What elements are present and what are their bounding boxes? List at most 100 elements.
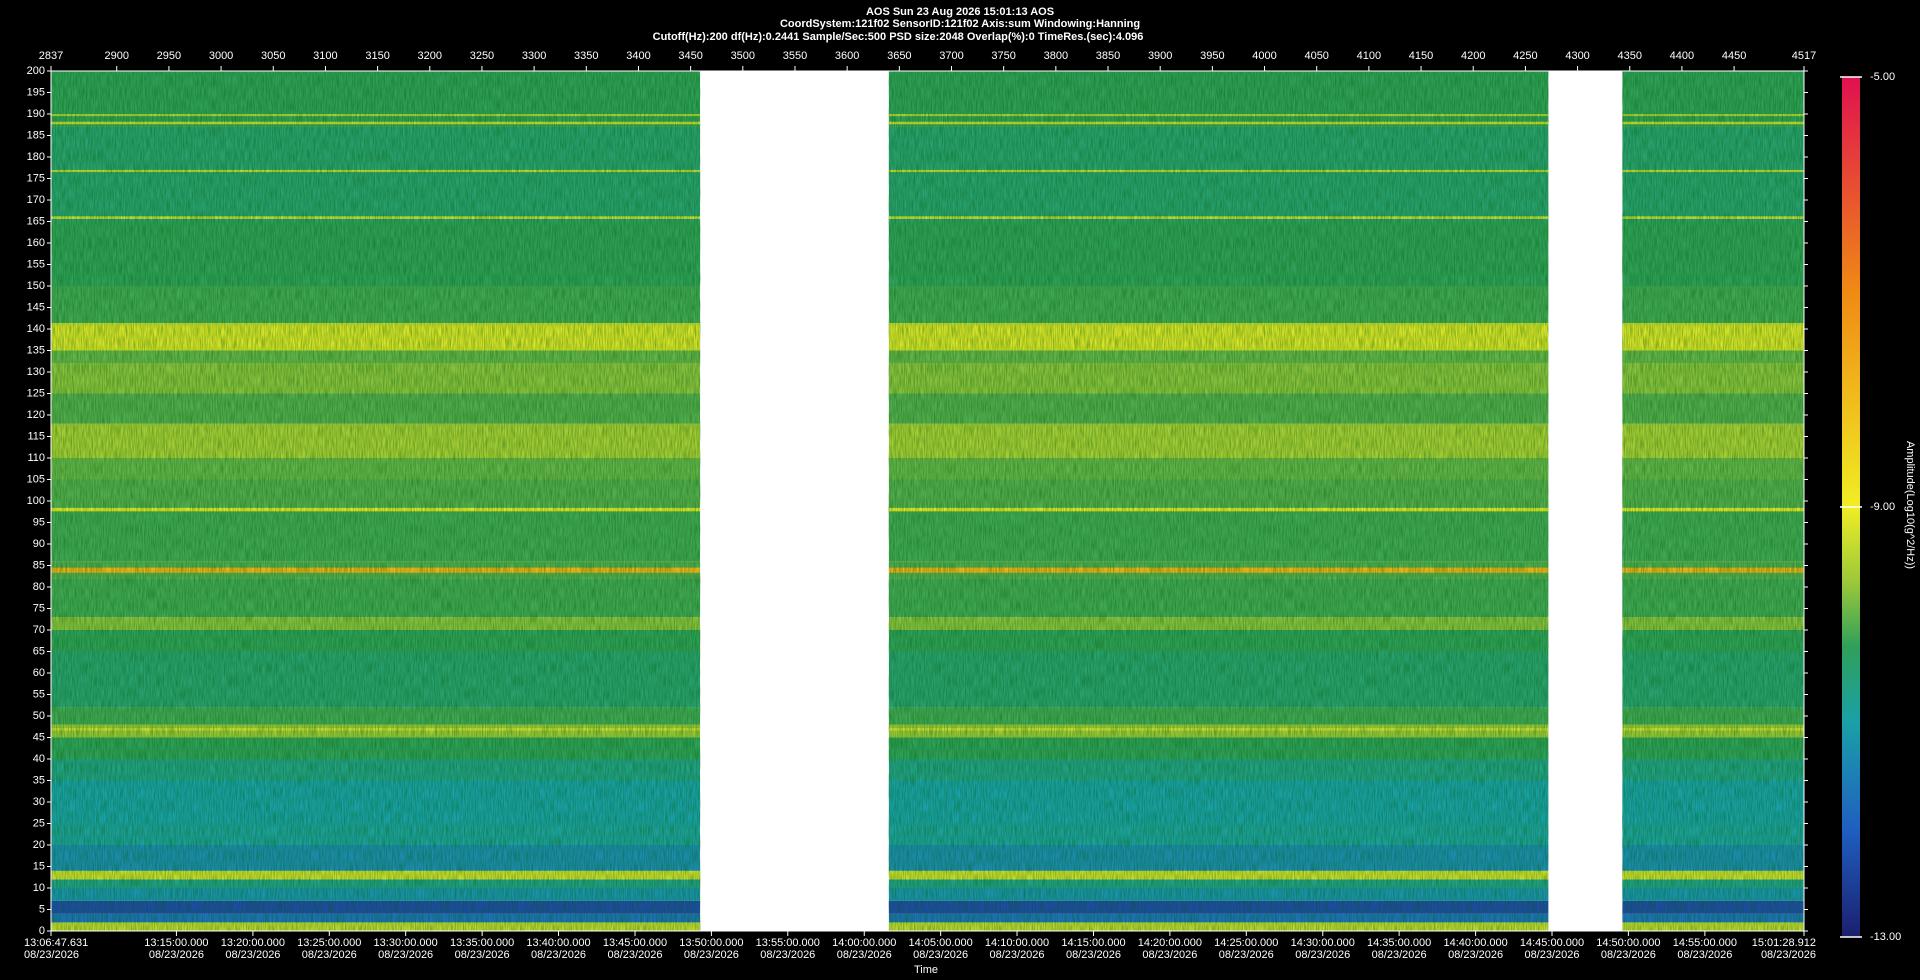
colorbar-tick-label: -13.00 (1870, 931, 1901, 943)
x-top-tick-label: 3950 (1200, 50, 1224, 62)
x-tick-date: 08/23/2026 (455, 949, 510, 961)
x-top-tick-label: 4300 (1565, 50, 1589, 62)
x-top-tick-label: 3700 (939, 50, 963, 62)
x-top-tick-label: 3250 (470, 50, 494, 62)
y-tick-label: 5 (39, 903, 45, 915)
header-line: Cutoff(Hz):200 df(Hz):0.2441 Sample/Sec:… (653, 31, 1144, 43)
y-tick-label: 40 (33, 753, 45, 765)
x-tick-label: 13:35:00.000 (450, 937, 514, 949)
y-tick-label: 85 (33, 559, 45, 571)
x-tick-date: 08/23/2026 (760, 949, 815, 961)
colorbar-label: Amplitude(Log10(g^2/Hz)) (1904, 441, 1916, 569)
x-tick-date: 08/23/2026 (837, 949, 892, 961)
x-tick-label: 14:10:00.000 (985, 937, 1049, 949)
x-tick-date: 08/23/2026 (913, 949, 968, 961)
x-top-tick-label: 4400 (1670, 50, 1694, 62)
x-tick-label: 15:01:28.912 (1752, 937, 1816, 949)
x-top-tick-label: 3900 (1148, 50, 1172, 62)
x-top-tick-label: 3800 (1044, 50, 1068, 62)
x-top-tick-label: 3650 (887, 50, 911, 62)
x-tick-label: 14:15:00.000 (1061, 937, 1125, 949)
y-tick-label: 45 (33, 731, 45, 743)
x-tick-date: 08/23/2026 (225, 949, 280, 961)
x-tick-date: 08/23/2026 (1066, 949, 1121, 961)
colorbar-tick-label: -9.00 (1870, 501, 1895, 513)
x-top-tick-label: 3000 (209, 50, 233, 62)
x-top-tick-label: 3100 (313, 50, 337, 62)
y-tick-label: 15 (33, 860, 45, 872)
x-top-tick-label: 2900 (104, 50, 128, 62)
x-top-tick-label: 3150 (365, 50, 389, 62)
x-tick-date: 08/23/2026 (1372, 949, 1427, 961)
x-tick-date: 08/23/2026 (531, 949, 586, 961)
x-axis-label: Time (914, 964, 938, 976)
x-top-tick-label: 3050 (261, 50, 285, 62)
y-tick-label: 115 (27, 430, 45, 442)
x-top-tick-label: 3600 (835, 50, 859, 62)
y-tick-label: 20 (33, 839, 45, 851)
y-tick-label: 125 (27, 387, 45, 399)
y-tick-label: 140 (27, 323, 45, 335)
y-tick-label: 195 (27, 86, 45, 98)
x-tick-label: 14:35:00.000 (1367, 937, 1431, 949)
x-top-tick-label: 3200 (418, 50, 442, 62)
x-tick-label: 14:40:00.000 (1444, 937, 1508, 949)
x-tick-label: 14:00:00.000 (832, 937, 896, 949)
y-tick-label: 25 (33, 817, 45, 829)
x-tick-date: 08/23/2026 (1219, 949, 1274, 961)
x-tick-label: 13:45:00.000 (603, 937, 667, 949)
x-tick-date: 08/23/2026 (1448, 949, 1503, 961)
y-tick-label: 175 (27, 172, 45, 184)
texture (51, 71, 701, 931)
y-tick-label: 50 (33, 710, 45, 722)
x-top-tick-label: 4200 (1461, 50, 1485, 62)
y-tick-label: 75 (33, 602, 45, 614)
x-tick-label: 13:40:00.000 (526, 937, 590, 949)
y-tick-label: 70 (33, 624, 45, 636)
x-top-tick-label: 4100 (1357, 50, 1381, 62)
y-tick-label: 170 (27, 194, 45, 206)
x-tick-label: 14:20:00.000 (1138, 937, 1202, 949)
x-tick-date: 08/23/2026 (1761, 949, 1816, 961)
texture (1622, 71, 1804, 931)
y-tick-label: 35 (33, 774, 45, 786)
x-top-tick-label: 3850 (1096, 50, 1120, 62)
y-tick-label: 200 (27, 65, 45, 77)
y-tick-label: 105 (27, 473, 45, 485)
y-tick-label: 135 (27, 344, 45, 356)
x-top-tick-label: 4050 (1304, 50, 1328, 62)
x-tick-label: 13:06:47.631 (24, 937, 88, 949)
y-tick-label: 95 (33, 516, 45, 528)
x-tick-date: 08/23/2026 (1142, 949, 1197, 961)
x-top-tick-label: 3750 (991, 50, 1015, 62)
x-tick-label: 14:55:00.000 (1673, 937, 1737, 949)
x-tick-label: 14:05:00.000 (909, 937, 973, 949)
y-tick-label: 145 (27, 301, 45, 313)
y-tick-label: 155 (27, 258, 45, 270)
x-top-tick-label: 3450 (678, 50, 702, 62)
y-tick-label: 160 (27, 237, 45, 249)
x-top-tick-label: 3400 (626, 50, 650, 62)
x-tick-label: 13:25:00.000 (297, 937, 361, 949)
x-tick-date: 08/23/2026 (1295, 949, 1350, 961)
x-top-tick-label: 4150 (1409, 50, 1433, 62)
x-tick-label: 13:50:00.000 (679, 937, 743, 949)
y-tick-label: 185 (27, 129, 45, 141)
x-top-tick-label: 4517 (1792, 50, 1816, 62)
header-line: CoordSystem:121f02 SensorID:121f02 Axis:… (780, 18, 1140, 30)
x-tick-label: 13:55:00.000 (756, 937, 820, 949)
x-tick-date: 08/23/2026 (1677, 949, 1732, 961)
x-tick-date: 08/23/2026 (24, 949, 79, 961)
y-tick-label: 100 (27, 495, 45, 507)
x-tick-label: 14:45:00.000 (1520, 937, 1584, 949)
x-tick-date: 08/23/2026 (989, 949, 1044, 961)
y-tick-label: 110 (27, 452, 45, 464)
x-tick-label: 14:25:00.000 (1214, 937, 1278, 949)
y-tick-label: 0 (39, 925, 45, 937)
x-tick-label: 13:20:00.000 (221, 937, 285, 949)
x-tick-date: 08/23/2026 (1601, 949, 1656, 961)
y-tick-label: 55 (33, 688, 45, 700)
y-tick-label: 150 (27, 280, 45, 292)
